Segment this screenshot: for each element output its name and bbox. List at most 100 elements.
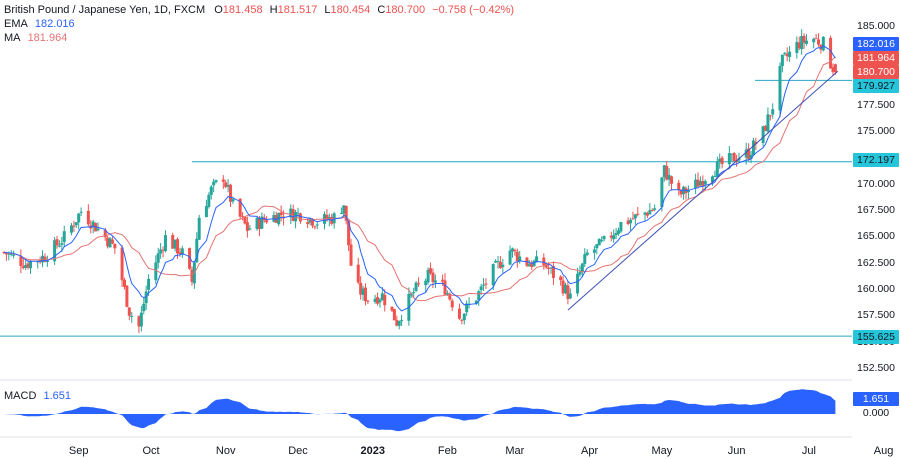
candle-body	[576, 273, 580, 294]
candle-body	[245, 222, 249, 231]
candle-body	[751, 140, 755, 156]
trendline[interactable]	[567, 70, 839, 311]
candle-body	[221, 179, 225, 182]
candle-body	[313, 226, 317, 228]
candle-body	[662, 165, 666, 178]
candle-body	[214, 180, 218, 182]
candle-body	[395, 320, 399, 326]
macd-zero-label: 0.000	[862, 407, 890, 419]
change-value: −0.758 (−0.42%)	[432, 4, 515, 16]
time-tick-label: May	[651, 445, 673, 457]
candle-body	[551, 266, 555, 278]
candle-body	[137, 316, 141, 327]
candle-body	[496, 260, 500, 262]
price-tick-label: 160.000	[857, 283, 895, 296]
candle-body	[248, 228, 252, 230]
candle-body	[110, 239, 114, 244]
time-tick-label: Feb	[437, 445, 457, 457]
candle-body	[106, 237, 110, 247]
candle-body	[441, 279, 445, 282]
candle-body	[414, 282, 418, 291]
candle-body	[255, 218, 259, 229]
candle-body	[79, 211, 83, 213]
candle-body	[24, 264, 28, 268]
candle-body	[173, 239, 177, 249]
price-tick-label: 152.500	[857, 362, 895, 374]
candle-body	[518, 256, 522, 262]
candle-body	[257, 218, 261, 230]
candle-body	[125, 285, 129, 307]
candle-body	[424, 280, 428, 286]
candle-body	[296, 212, 300, 214]
ema-legend[interactable]: EMA 182.016	[4, 17, 79, 31]
candle-body	[306, 222, 310, 224]
candle-body	[542, 257, 546, 265]
candle-body	[294, 212, 298, 222]
candle-body	[633, 214, 637, 219]
candle-body	[130, 315, 134, 317]
candle-body	[527, 264, 531, 267]
time-tick-label: Aug	[873, 445, 894, 457]
candle-body	[19, 256, 23, 266]
candle-body	[103, 229, 107, 238]
price-tick-label: 162.500	[857, 256, 895, 269]
candle-body	[41, 255, 45, 263]
candle-body	[457, 308, 461, 319]
candle-body	[197, 217, 201, 240]
candle-body	[484, 283, 488, 285]
candle-body	[566, 285, 570, 300]
ema-line	[3, 45, 836, 312]
candle-body	[229, 184, 233, 202]
open-label: O	[214, 4, 223, 16]
candle-body	[344, 205, 348, 221]
price-tick-label: 177.500	[857, 98, 895, 111]
candle-body	[122, 279, 126, 287]
candle-body	[535, 256, 539, 263]
candle-body	[429, 268, 433, 274]
candle-body	[60, 243, 64, 245]
candle-body	[597, 239, 601, 246]
candle-body	[45, 260, 49, 263]
instrument-title: British Pound / Japanese Yen, 1D, FXCM	[4, 4, 206, 16]
candle-body	[804, 40, 808, 44]
candle-body	[703, 181, 707, 185]
candle-body	[696, 179, 700, 187]
low-label: L	[324, 4, 331, 16]
candle-body	[426, 269, 430, 283]
candle-body	[614, 233, 618, 236]
macd-area	[4, 389, 836, 432]
candle-body	[665, 166, 669, 180]
candle-body	[730, 153, 734, 155]
high-label: H	[269, 4, 278, 16]
candle-body	[373, 298, 377, 303]
time-tick-label: Sep	[68, 445, 89, 457]
candle-body	[778, 65, 782, 111]
candle-body	[69, 225, 73, 233]
candle-body	[26, 263, 30, 268]
resistance-price-tag: 172.197	[853, 153, 899, 167]
candle-body	[325, 214, 329, 220]
candle-body	[783, 52, 787, 54]
candle-body	[477, 291, 481, 301]
price-tick-label: 170.000	[857, 177, 895, 190]
candle-body	[780, 54, 784, 67]
candle-body	[737, 158, 741, 161]
candle-body	[817, 39, 821, 45]
candle-body	[448, 293, 452, 300]
candle-body	[243, 216, 247, 224]
macd-legend[interactable]: MACD 1.651	[4, 389, 75, 403]
candle-body	[378, 299, 382, 303]
candle-body	[127, 307, 131, 316]
candle-body	[91, 221, 95, 228]
candle-body	[163, 235, 167, 252]
candle-body	[204, 206, 208, 218]
price-tick-label: 175.000	[857, 125, 895, 138]
candle-body	[433, 280, 437, 283]
candle-body	[298, 213, 302, 222]
ma-legend[interactable]: MA 181.964	[4, 31, 71, 45]
candle-body	[279, 212, 283, 216]
ema-price-tag: 182.016	[853, 37, 899, 51]
candle-body	[339, 213, 343, 215]
close-price-tag: 180.700	[853, 65, 899, 79]
